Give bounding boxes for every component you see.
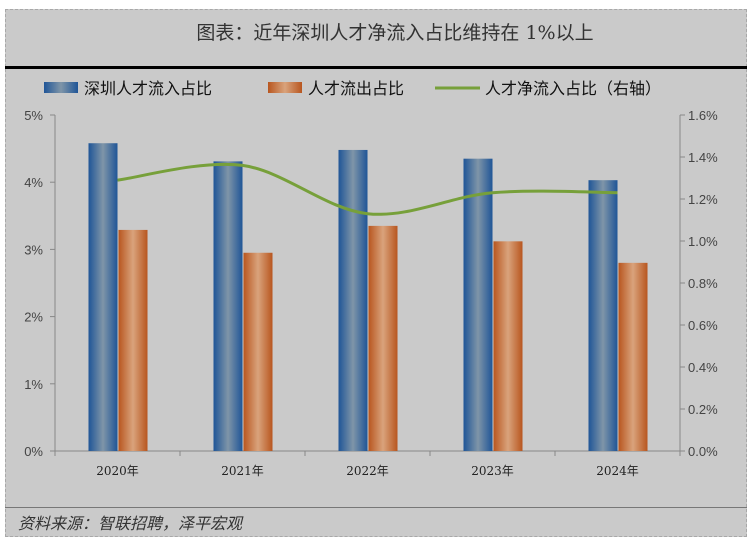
outflow-bar bbox=[493, 241, 523, 451]
inflow-bar bbox=[213, 161, 243, 452]
left-tick-label: 5% bbox=[24, 108, 43, 123]
x-tick-label: 2023年 bbox=[471, 464, 514, 478]
inflow-bar bbox=[463, 158, 493, 451]
inflow-bar bbox=[588, 180, 618, 451]
outflow-bar bbox=[618, 262, 648, 451]
right-tick-label: 1.6% bbox=[688, 108, 718, 123]
outflow-bar bbox=[118, 229, 148, 451]
right-tick-label: 0.4% bbox=[688, 360, 718, 375]
inflow-bar bbox=[338, 149, 368, 451]
source-note: 资料来源：智联招聘，泽平宏观 bbox=[18, 514, 243, 533]
footer-divider bbox=[5, 507, 747, 508]
right-tick-label: 1.2% bbox=[688, 192, 718, 207]
legend-label: 人才流出占比 bbox=[308, 79, 404, 98]
net-inflow-line bbox=[117, 162, 618, 216]
legend-swatch bbox=[44, 82, 78, 93]
right-tick-label: 0.6% bbox=[688, 318, 718, 333]
right-tick-label: 0.8% bbox=[688, 276, 718, 291]
left-tick-label: 1% bbox=[24, 377, 43, 392]
outflow-bar bbox=[243, 252, 273, 451]
inflow-bar bbox=[88, 143, 118, 451]
x-tick-label: 2022年 bbox=[346, 464, 389, 478]
left-tick-label: 3% bbox=[24, 242, 43, 257]
outflow-bar bbox=[368, 225, 398, 451]
legend-label: 深圳人才流入占比 bbox=[84, 79, 212, 98]
left-tick-label: 0% bbox=[24, 444, 43, 459]
title-divider bbox=[5, 66, 747, 69]
x-tick-label: 2024年 bbox=[596, 464, 639, 478]
left-tick-label: 4% bbox=[24, 175, 43, 190]
left-tick-label: 2% bbox=[24, 310, 43, 325]
chart-title: 图表：近年深圳人才净流入占比维持在 1%以上 bbox=[196, 22, 594, 44]
x-tick-label: 2021年 bbox=[221, 464, 264, 478]
legend-label: 人才净流入占比（右轴） bbox=[485, 79, 661, 98]
right-tick-label: 0.0% bbox=[688, 444, 718, 459]
right-tick-label: 1.0% bbox=[688, 234, 718, 249]
legend-swatch bbox=[268, 82, 302, 93]
x-tick-label: 2020年 bbox=[96, 464, 139, 478]
right-tick-label: 1.4% bbox=[688, 150, 718, 165]
right-tick-label: 0.2% bbox=[688, 402, 718, 417]
